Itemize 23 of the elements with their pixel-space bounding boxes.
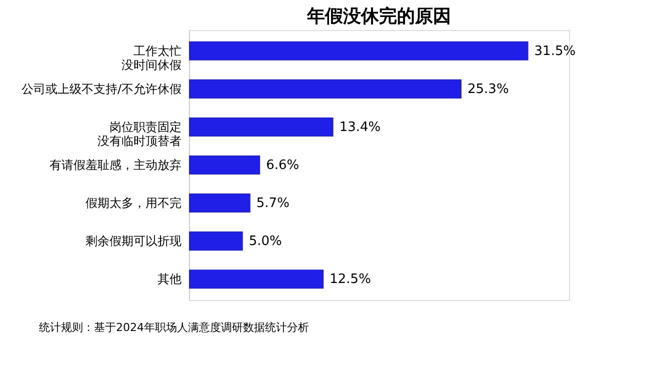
chart-title: 年假没休完的原因	[306, 6, 451, 27]
bar	[189, 117, 334, 136]
text: 统计规则：基于2024年职场人满意度调研数据统计分析	[39, 321, 309, 334]
data-label: 25.3%	[468, 82, 509, 97]
bar	[189, 232, 243, 251]
data-label: 13.4%	[339, 120, 381, 135]
y-tick-label: 岗位职责固定没有临时顶替者	[98, 120, 182, 148]
y-tick-label: 有请假羞耻感，主动放弃	[50, 158, 182, 172]
bar	[189, 270, 324, 289]
data-label: 31.5%	[534, 44, 576, 59]
data-label: 12.5%	[330, 272, 371, 288]
bar	[189, 41, 528, 60]
bar	[189, 79, 462, 98]
y-tick-label: 假期太多，用不完	[86, 196, 182, 210]
y-tick-label: 剩余假期可以折现	[86, 234, 182, 248]
bar	[189, 155, 260, 175]
y-tick-label: 工作太忙没时间休假	[122, 44, 182, 72]
data-label: 6.6%	[266, 158, 300, 173]
data-label: 5.7%	[256, 196, 290, 212]
data-label: 5.0%	[248, 234, 282, 250]
bar	[189, 194, 250, 213]
y-tick-label: 公司或上级不支持/不允许休假	[21, 82, 182, 96]
y-tick-label: 其他	[158, 272, 182, 286]
